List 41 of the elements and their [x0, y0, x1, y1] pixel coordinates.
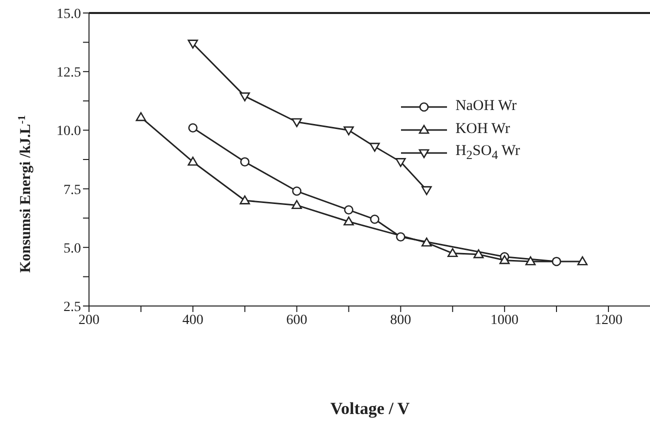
point: [344, 126, 354, 136]
x-tick-label: 600: [286, 312, 308, 328]
y-tick-label: 5.0: [64, 241, 81, 256]
point: [240, 195, 250, 204]
x-axis-title: Voltage / V: [330, 399, 410, 418]
point: [447, 248, 458, 258]
point: [292, 186, 302, 196]
point: [188, 123, 198, 133]
y-tick-label: 10.0: [56, 124, 81, 140]
point: [240, 92, 250, 102]
point: [525, 256, 536, 266]
point: [396, 158, 406, 167]
point: [292, 118, 302, 128]
point: [577, 256, 588, 266]
legend-label: NaOH Wr: [455, 98, 517, 115]
y-tick-label: 7.5: [64, 182, 81, 198]
y-tick-label: 15.0: [56, 6, 81, 22]
y-tick-label: 2.5: [64, 300, 81, 315]
x-tick-label: 400: [182, 312, 204, 328]
point: [499, 255, 510, 264]
point: [421, 186, 432, 196]
point: [473, 249, 484, 258]
point: [421, 238, 432, 247]
point: [344, 205, 354, 215]
point: [188, 156, 198, 166]
legend-label: KOH Wr: [455, 121, 510, 138]
x-tick-label: 1000: [490, 312, 519, 328]
point: [370, 214, 380, 224]
point: [552, 256, 562, 266]
point: [370, 142, 380, 152]
point: [344, 216, 354, 226]
legend-label: H$_{2}$SO$_{4}$ Wr: [455, 142, 520, 162]
x-tick-label: 200: [78, 312, 100, 328]
point: [136, 112, 146, 122]
point: [292, 200, 302, 210]
y-tick-label: 12.5: [56, 66, 81, 81]
x-tick-label: 1200: [594, 312, 622, 328]
point: [240, 157, 250, 166]
point: [188, 40, 198, 49]
x-tick-label: 800: [390, 312, 412, 328]
point: [396, 232, 406, 242]
